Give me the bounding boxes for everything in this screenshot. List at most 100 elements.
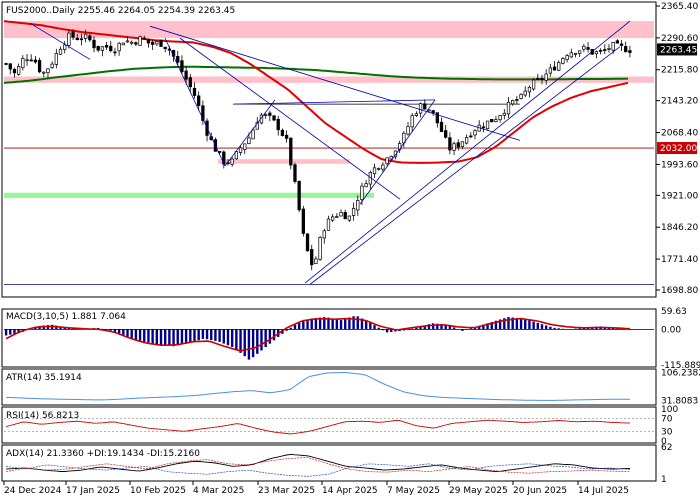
macd-histogram-bar xyxy=(226,329,230,346)
macd-histogram-bar xyxy=(310,318,313,330)
macd-histogram-bar xyxy=(327,317,330,330)
atr-tick-label: 106.2382 xyxy=(661,368,700,378)
candle-up xyxy=(230,158,234,165)
rsi-label: RSI(14) 56.8213 xyxy=(6,411,79,421)
candle-down xyxy=(4,63,8,65)
candle-up xyxy=(54,53,58,65)
candle-up xyxy=(406,126,410,135)
candle-up xyxy=(364,183,368,188)
candle-down xyxy=(293,164,297,182)
macd-histogram-bar xyxy=(323,317,326,330)
trendline-3 xyxy=(179,37,401,200)
candle-down xyxy=(96,45,100,51)
candle-up xyxy=(414,113,419,117)
macd-signal-line xyxy=(5,317,630,352)
macd-histogram-bar xyxy=(549,326,552,330)
macd-histogram-bar xyxy=(113,329,117,332)
candle-down xyxy=(490,119,494,123)
adx-panel-frame xyxy=(1,444,657,482)
macd-tick-label: 59.63 xyxy=(661,307,687,317)
candle-up xyxy=(247,137,251,145)
macd-histogram-bar xyxy=(293,324,297,330)
macd-histogram-bar xyxy=(306,319,309,330)
candle-up xyxy=(473,130,477,136)
candle-up xyxy=(347,215,352,221)
trendline-7 xyxy=(359,99,436,205)
candle-up xyxy=(42,71,46,74)
macd-histogram-bar xyxy=(260,329,263,351)
macd-histogram-bar xyxy=(373,325,376,330)
candle-down xyxy=(142,37,146,40)
current-price-label: 2263.45 xyxy=(660,45,697,55)
macd-histogram-bar xyxy=(448,325,452,330)
candle-up xyxy=(356,200,360,211)
candle-up xyxy=(351,207,356,216)
candle-up xyxy=(339,211,343,217)
macd-histogram-bar xyxy=(360,318,364,330)
candle-up xyxy=(573,53,578,55)
candle-up xyxy=(544,73,548,81)
candle-up xyxy=(578,50,582,54)
macd-histogram-bar xyxy=(486,323,489,330)
macd-histogram-bar xyxy=(490,322,493,330)
candle-down xyxy=(448,137,452,151)
candle-up xyxy=(138,36,142,46)
macd-histogram-bar xyxy=(381,329,385,331)
moving-average-slow-line xyxy=(3,65,629,84)
macd-histogram-bar xyxy=(494,320,498,330)
candle-down xyxy=(71,31,75,38)
candle-up xyxy=(83,33,88,39)
current-price-tag xyxy=(657,43,697,56)
price-tick-label: 2215.80 xyxy=(661,66,698,76)
candle-down xyxy=(92,39,96,49)
macd-histogram-bar xyxy=(189,329,192,343)
rsi-tick-label: 100 xyxy=(661,405,678,415)
candle-down xyxy=(109,45,113,52)
candle-up xyxy=(322,230,326,239)
macd-histogram-bar xyxy=(507,317,510,330)
candle-down xyxy=(305,233,310,252)
candle-up xyxy=(21,58,25,69)
axis-layer: 2365.40 2290.60 2215.80 2143.20 2068.40 1993.… xyxy=(3,2,700,496)
candle-down xyxy=(12,69,17,74)
candle-down xyxy=(272,115,276,121)
candle-down xyxy=(79,38,84,41)
macd-histogram-bar xyxy=(519,318,523,330)
macd-histogram-bar xyxy=(122,329,125,336)
macd-histogram-bar xyxy=(159,329,163,346)
macd-histogram-bar xyxy=(4,329,8,336)
candle-down xyxy=(586,47,590,50)
macd-histogram-bar xyxy=(511,317,514,330)
candle-up xyxy=(523,90,527,96)
candle-down xyxy=(163,46,167,49)
candle-up xyxy=(565,55,569,60)
candle-up xyxy=(318,237,322,260)
candle-up xyxy=(264,114,268,116)
macd-histogram-bar xyxy=(197,329,200,341)
macd-histogram-bar xyxy=(13,329,16,334)
macd-histogram-bar xyxy=(59,326,62,330)
candle-up xyxy=(389,155,393,160)
macd-histogram-bar xyxy=(532,321,535,330)
candle-up xyxy=(452,143,456,151)
macd-histogram-bar xyxy=(143,329,146,342)
trendline-8 xyxy=(232,99,436,105)
macd-histogram-bar xyxy=(419,326,422,330)
macd-histogram-bar xyxy=(411,328,414,330)
macd-histogram-bar xyxy=(205,329,209,340)
adx-tick-label: 1 xyxy=(661,475,667,485)
macd-histogram-bar xyxy=(126,329,129,337)
candle-up xyxy=(251,129,255,140)
macd-histogram-bar xyxy=(151,329,154,344)
macd-histogram-bar xyxy=(230,329,234,347)
candle-up xyxy=(569,52,573,58)
macd-histogram-bar xyxy=(268,329,272,344)
candle-up xyxy=(381,164,385,170)
candle-up xyxy=(557,62,561,71)
macd-tick-label: 0.00 xyxy=(661,325,681,335)
candle-up xyxy=(100,46,105,51)
candle-down xyxy=(276,118,280,131)
price-tick-label: 2290.60 xyxy=(661,34,698,44)
macd-panel-frame xyxy=(1,308,657,368)
